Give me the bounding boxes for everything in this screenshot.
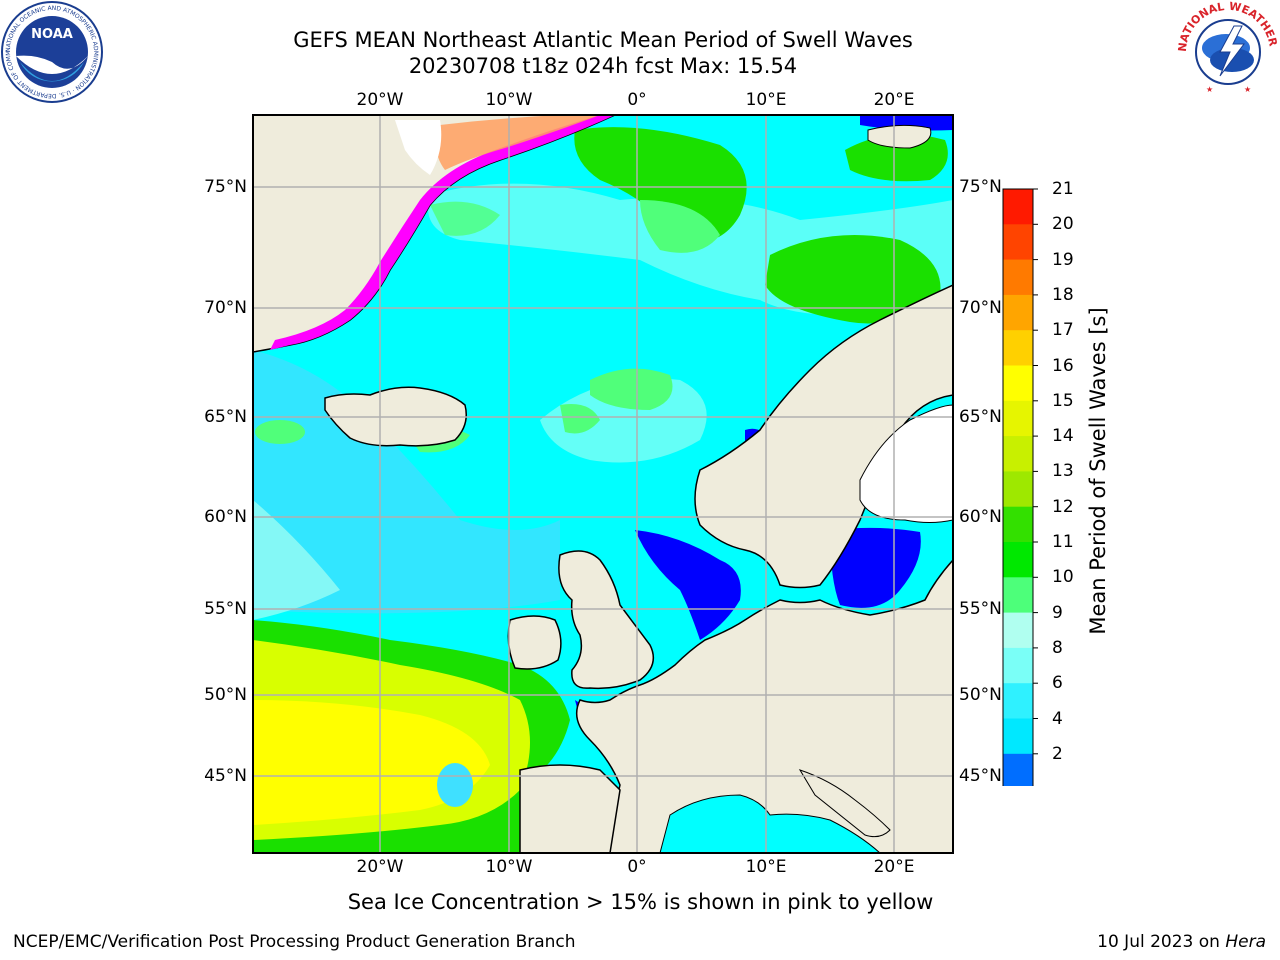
italy-land — [798, 769, 891, 838]
svalbard-land — [867, 124, 932, 149]
colorbar-tick-label: 16 — [1052, 355, 1074, 376]
colorbar-segment — [1003, 259, 1033, 296]
lon-label-bottom: 20°E — [873, 857, 915, 877]
lat-label-right: 70°N — [959, 298, 1002, 318]
colorbar-tick-label: 18 — [1052, 284, 1074, 305]
colorbar-segment — [1003, 753, 1033, 786]
colorbar-segment — [1003, 224, 1033, 261]
colorbar-tick-label: 2 — [1052, 743, 1063, 764]
footer-host: Hera — [1225, 932, 1266, 952]
colorbar-segment — [1003, 189, 1033, 225]
colorbar-segment — [1003, 506, 1033, 543]
colorbar-tick-label: 20 — [1052, 214, 1074, 235]
lon-label-bottom: 10°W — [485, 857, 533, 877]
colorbar-segment — [1003, 330, 1033, 366]
lat-label-left: 70°N — [204, 298, 247, 318]
colorbar-tick-label: 17 — [1052, 320, 1074, 341]
lat-label-right: 50°N — [959, 685, 1002, 705]
colorbar-segment — [1003, 683, 1033, 719]
lat-label-right: 45°N — [959, 766, 1002, 786]
swell-region — [253, 700, 490, 825]
lat-label-left: 50°N — [204, 685, 247, 705]
colorbar-tick-label: 13 — [1052, 461, 1074, 482]
colorbar-segment — [1003, 612, 1033, 649]
sea-ice — [436, 115, 600, 170]
lon-label-top: 0° — [627, 90, 647, 110]
lat-label-right: 75°N — [959, 177, 1002, 197]
colorbar-tick-label: 11 — [1052, 532, 1074, 552]
colorbar-title: Mean Period of Swell Waves [s] — [1086, 307, 1110, 635]
colorbar-frame — [1002, 188, 1034, 786]
lon-label-top: 20°E — [873, 90, 915, 110]
swell-region — [253, 500, 340, 620]
lat-label-left: 65°N — [204, 407, 247, 427]
chart-subtitle: 20230708 t18z 024h fcst Max: 15.54 — [408, 54, 798, 78]
lat-label-right: 55°N — [959, 599, 1002, 619]
nws-logo: NATIONAL WEATHER SERVICE ★ ★ — [1176, 0, 1280, 102]
colorbar-tick-label: 6 — [1052, 673, 1063, 694]
noaa-logo-text: NOAA — [31, 27, 73, 42]
europe-land — [575, 558, 953, 853]
colorbar-tick-label: 4 — [1052, 708, 1063, 729]
great-britain-land — [558, 550, 655, 690]
footer-date: 10 Jul 2023 on Hera — [1097, 932, 1266, 952]
footer-credit: NCEP/EMC/Verification Post Processing Pr… — [13, 932, 576, 952]
footer-date-text: 10 Jul 2023 on — [1097, 932, 1226, 952]
lat-label-left: 75°N — [204, 177, 247, 197]
map-frame — [252, 114, 954, 854]
sea-ice-note: Sea Ice Concentration > 15% is shown in … — [347, 890, 934, 914]
graticule — [253, 115, 953, 853]
colorbar-segment — [1003, 647, 1033, 684]
ireland-land — [507, 615, 562, 670]
colorbar-tick-label: 19 — [1052, 249, 1074, 270]
lon-label-bottom: 20°W — [356, 857, 404, 877]
swell-region — [635, 530, 741, 640]
swell-region — [845, 134, 948, 182]
colorbar-segment — [1003, 365, 1033, 402]
colorbar-tick-label: 10 — [1052, 567, 1074, 588]
lon-label-bottom: 10°E — [745, 857, 787, 877]
colorbar-segment — [1003, 294, 1033, 331]
colorbar-tick-label: 8 — [1052, 637, 1063, 658]
colorbar-segment — [1003, 577, 1033, 614]
swell-region — [437, 763, 473, 807]
swell-region — [430, 201, 500, 236]
swell-region — [830, 527, 921, 608]
colorbar-tick-label: 12 — [1052, 496, 1074, 517]
lat-label-left: 60°N — [204, 507, 247, 527]
svg-text:★: ★ — [1206, 85, 1213, 94]
colorbar-tick-label: 9 — [1052, 602, 1063, 623]
swell-region — [640, 200, 720, 253]
swell-region — [574, 127, 747, 243]
noaa-logo: NATIONAL OCEANIC AND ATMOSPHERIC ADMINIS… — [0, 0, 103, 103]
sea-ice — [395, 120, 442, 175]
colorbar-tick-label: 14 — [1052, 426, 1074, 447]
swell-region — [255, 420, 305, 444]
colorbar-segment — [1003, 400, 1033, 437]
lat-label-right: 60°N — [959, 507, 1002, 527]
colorbar — [1002, 188, 1038, 786]
lon-label-top: 10°E — [745, 90, 787, 110]
colorbar-segment — [1003, 542, 1033, 578]
iberia-land — [519, 764, 621, 853]
colorbar-segment — [1003, 436, 1033, 472]
colorbar-segment — [1003, 718, 1033, 755]
swell-region — [560, 404, 600, 434]
lat-label-right: 65°N — [959, 407, 1002, 427]
lon-label-top: 20°W — [356, 90, 404, 110]
swell-region — [590, 368, 673, 410]
svg-text:★: ★ — [1244, 85, 1251, 94]
swell-region — [765, 235, 941, 324]
lon-label-bottom: 0° — [627, 857, 647, 877]
chart-title: GEFS MEAN Northeast Atlantic Mean Period… — [293, 28, 913, 52]
mediterranean-sea — [659, 794, 881, 853]
lat-label-left: 45°N — [204, 766, 247, 786]
colorbar-tick-label: 21 — [1052, 179, 1074, 199]
colorbar-segment — [1003, 471, 1033, 508]
lat-label-left: 55°N — [204, 599, 247, 619]
lon-label-top: 10°W — [485, 90, 533, 110]
colorbar-tick-label: 15 — [1052, 390, 1074, 411]
